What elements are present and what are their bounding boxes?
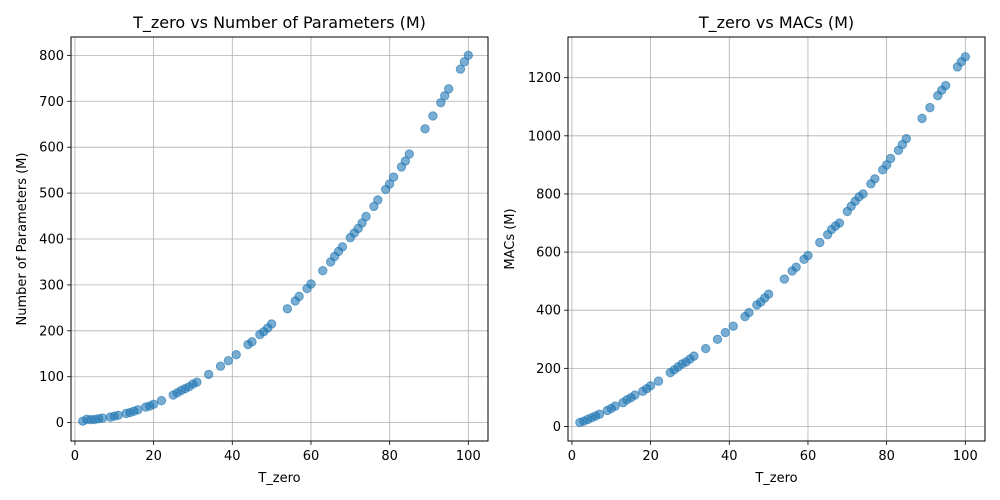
data-point [779,274,790,284]
data-point [728,321,738,331]
data-point [645,381,656,391]
y-axis-label: MACs (M) [503,208,518,269]
y-tick-label: 700 [39,95,64,110]
x-tick-label: 100 [953,449,978,464]
x-tick-label: 20 [145,449,162,464]
data-point [940,80,951,91]
x-tick-label: 60 [303,449,320,464]
data-point [113,410,123,420]
y-tick-label: 600 [39,141,64,156]
data-point [791,262,801,272]
data-point [436,97,446,108]
y-tick-label: 600 [536,246,561,261]
data-point [247,337,257,347]
x-axis-label: T_zero [754,471,797,486]
y-tick-label: 400 [536,304,561,319]
data-point [388,172,399,182]
data-point [282,304,293,314]
data-point [700,343,711,354]
data-point [337,242,348,252]
chart-title: T_zero vs MACs (M) [698,13,854,33]
y-tick-label: 800 [39,49,64,64]
data-point [720,327,731,338]
y-tick-label: 0 [56,416,64,431]
x-axis-label: T_zero [257,471,300,486]
data-point [917,113,927,124]
x-tick-label: 0 [71,449,79,464]
data-point [306,279,316,289]
x-tick-label: 80 [381,449,398,464]
data-point [815,237,825,248]
data-point [834,218,845,228]
y-tick-label: 1200 [528,71,561,86]
data-point [133,405,143,415]
data-point [420,124,430,134]
data-point [653,376,664,386]
y-tick-label: 1000 [528,129,561,144]
data-point [148,399,159,409]
y-tick-label: 0 [553,420,561,435]
y-tick-label: 800 [536,187,561,202]
data-point [404,149,415,159]
x-tick-label: 20 [642,449,659,464]
data-point [192,377,202,387]
parameters-chart: 0 20 40 60 80 100 0 100 200 300 400 500 600 700 800 T_z… [15,13,489,486]
data-point [428,111,438,121]
data-point [440,91,450,101]
x-tick-label: 40 [224,449,241,464]
data-point [156,395,167,406]
data-point [373,195,383,205]
y-tick-label: 300 [39,278,64,293]
data-point [215,361,226,371]
data-point [885,153,896,164]
y-tick-label: 200 [39,324,64,339]
x-tick-label: 40 [721,449,738,464]
data-point [294,291,304,302]
data-point [803,250,813,261]
x-tick-label: 0 [568,449,576,464]
y-axis-label: Number of Parameters (M) [15,153,30,326]
data-point [231,349,241,360]
data-point [266,319,277,329]
x-tick-label: 80 [878,449,895,464]
x-tick-label: 100 [456,449,481,464]
data-point [858,189,868,199]
data-point [463,50,474,61]
data-point [712,334,723,344]
chart-title: T_zero vs Number of Parameters (M) [132,13,426,33]
data-point [689,351,699,361]
macs-chart: 0 20 40 60 80 100020040060080010001200T_zero … [503,13,986,486]
data-point [400,156,411,166]
data-point [443,84,454,94]
y-tick-label: 400 [39,233,64,248]
x-tick-label: 60 [800,449,817,464]
y-tick-label: 100 [39,370,64,385]
data-point [223,355,234,366]
data-point [203,369,214,380]
data-point [744,307,754,318]
axes-frame [567,36,986,442]
data-point [384,179,395,189]
data-point [960,52,971,62]
data-point [630,390,640,400]
data-point [318,265,328,276]
y-tick-label: 200 [536,362,561,377]
data-point [901,134,912,144]
data-point [361,211,371,222]
data-point [594,409,605,419]
data-point [925,102,935,113]
data-point [870,174,880,184]
data-point [97,413,108,423]
data-point [763,289,774,299]
data-point [610,401,620,411]
data-point [455,64,466,74]
y-tick-label: 500 [39,187,64,202]
